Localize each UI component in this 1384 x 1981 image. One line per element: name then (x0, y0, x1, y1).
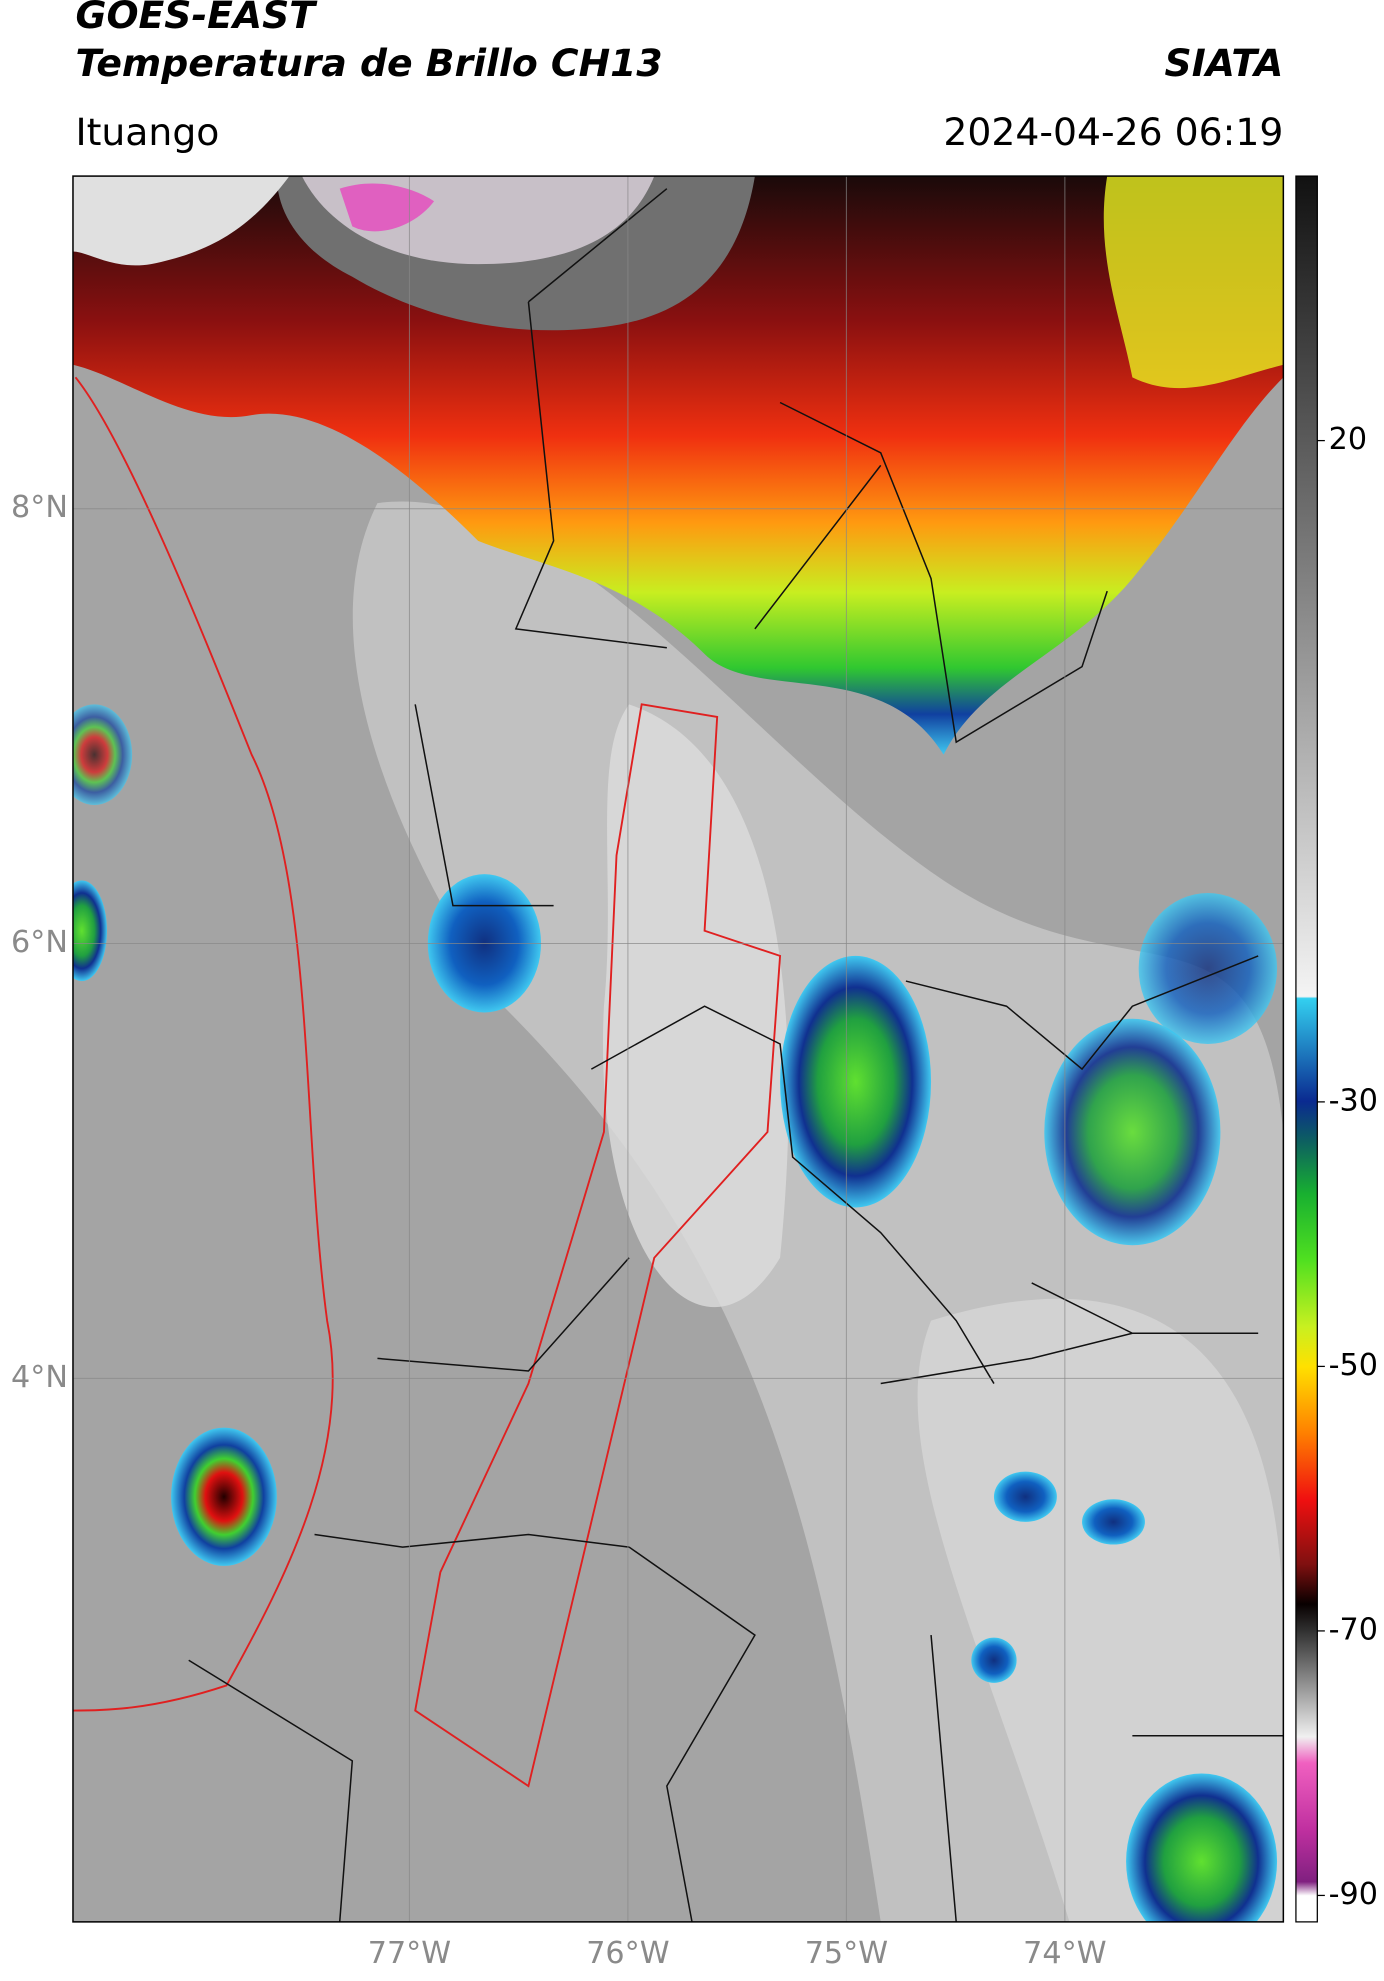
lon-tick-label: 74°W (1023, 1936, 1106, 1971)
map-frame (72, 175, 1285, 1923)
lat-tick-label: 6°N (11, 925, 68, 960)
colorbar (1295, 175, 1318, 1923)
lon-tick-label: 76°W (586, 1936, 669, 1971)
map-axes: 8°N 6°N 4°N 77°W 76°W 75°W 74°W (11, 490, 1107, 1971)
colorbar-tick-label: 20 (1329, 422, 1367, 457)
colorbar-tick-label: -30 (1329, 1083, 1378, 1118)
subtitle: Temperatura de Brillo CH13 (75, 41, 662, 85)
location: Ituango (75, 110, 219, 154)
brand: SIATA (1165, 41, 1284, 85)
lon-tick-label: 75°W (805, 1936, 888, 1971)
colorbar-ticks: 20 -30 -50 -70 -90 (1317, 422, 1378, 1912)
lon-tick-label: 77°W (368, 1936, 451, 1971)
colorbar-tick-label: -70 (1329, 1612, 1378, 1647)
datetime: 2024-04-26 06:19 (943, 110, 1283, 154)
lat-tick-label: 4°N (11, 1360, 68, 1395)
colorbar-tick-label: -90 (1329, 1877, 1378, 1912)
graticule (72, 176, 1284, 1922)
lat-tick-label: 8°N (11, 490, 68, 525)
satellite-image (72, 176, 1284, 1922)
colorbar-tick-label: -50 (1329, 1348, 1378, 1383)
title: GOES-EAST (75, 0, 318, 37)
